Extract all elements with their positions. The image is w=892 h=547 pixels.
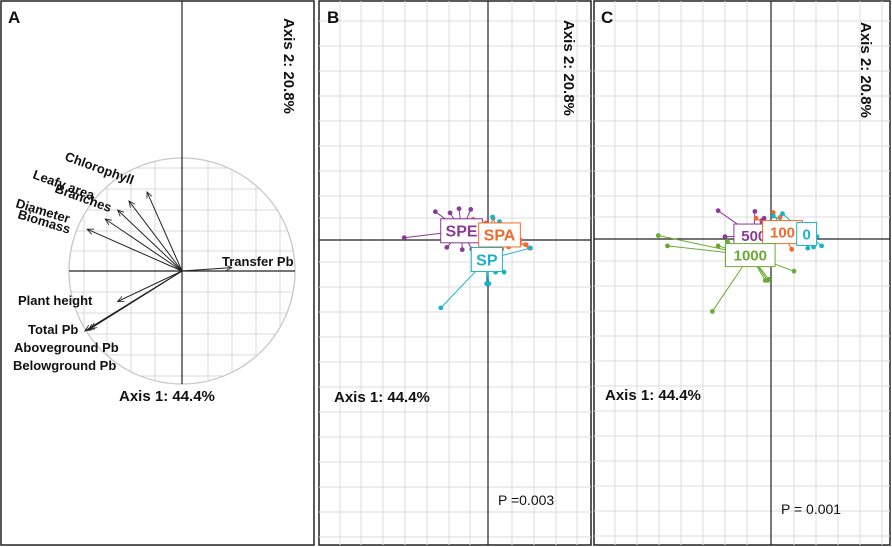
loading-arrow-diameter — [105, 219, 183, 272]
group-label-box-0 — [796, 221, 818, 246]
loading-arrow-transfer-pb — [181, 268, 232, 272]
score-point-0 — [805, 245, 811, 251]
score-point-sp — [486, 281, 492, 287]
var-label-transfer-pb: Transfer Pb — [222, 254, 294, 269]
score-point-spe — [468, 207, 474, 212]
score-point-100 — [777, 214, 783, 220]
score-point-spe — [401, 235, 407, 241]
score-point-500 — [761, 215, 767, 221]
group-label-sp: SP — [476, 252, 498, 269]
group-label-box-spe — [440, 218, 483, 244]
panel-b-y-axis-label: Axis 2: 20.8% — [560, 20, 577, 116]
score-point-spe — [459, 247, 465, 253]
score-point-1000 — [715, 243, 721, 249]
score-point-100 — [770, 210, 776, 215]
group-label-500: 500 — [741, 228, 766, 245]
panel-c-grid — [594, 1, 890, 545]
score-point-spe — [456, 206, 462, 212]
group-label-0: 0 — [802, 226, 810, 243]
panel-c-frame — [593, 0, 891, 546]
var-label-total-pb: Total Pb — [28, 322, 78, 337]
score-point-sp — [528, 245, 533, 251]
panel-b-scores: SPE SPA SP — [401, 206, 533, 311]
score-point-1000 — [665, 243, 670, 249]
panel-b: SPE SPA SP B Axis 2: 20.8% Axis 1: 44.4% P… — [318, 0, 592, 546]
loading-arrow-plant-height — [118, 270, 183, 302]
score-point-1000 — [709, 309, 715, 314]
score-point-spa — [523, 242, 529, 248]
panel-b-label: B — [327, 8, 339, 27]
group-label-100: 100 — [770, 225, 795, 242]
panel-a-x-axis-label: Axis 1: 44.4% — [119, 388, 215, 405]
panel-a: A Chlorophyll Leafy area Branches Diam — [0, 0, 315, 546]
score-point-1000 — [791, 268, 797, 274]
loading-arrow-belowground-pb — [85, 270, 183, 331]
group-label-spa: SPA — [484, 228, 516, 245]
panel-b-p-value: P =0.003 — [498, 492, 554, 508]
var-label-aboveground-pb: Aboveground Pb — [14, 340, 119, 355]
group-label-1000: 1000 — [734, 248, 767, 265]
group-label-box-spa — [478, 222, 521, 248]
score-point-1000 — [655, 233, 661, 238]
score-point-500 — [715, 208, 721, 214]
score-point-500 — [752, 209, 758, 214]
loading-arrow-branches — [118, 210, 183, 272]
score-point-0 — [770, 213, 776, 219]
score-point-sp — [438, 305, 444, 311]
loading-arrows — [85, 192, 232, 331]
score-point-1000 — [724, 238, 730, 244]
score-point-spe — [432, 209, 438, 215]
panel-a-frame — [0, 0, 315, 546]
score-point-spe — [447, 210, 453, 216]
score-point-500 — [722, 234, 728, 240]
group-label-box-1000 — [725, 243, 776, 268]
score-point-0 — [780, 211, 785, 217]
panel-c-x-axis-label: Axis 1: 44.4% — [605, 387, 701, 404]
panel-c-y-axis-label: Axis 2: 20.8% — [857, 22, 874, 118]
score-point-spe — [444, 244, 450, 250]
panel-c-p-value: P = 0.001 — [781, 501, 841, 517]
panel-b-x-axis-label: Axis 1: 44.4% — [334, 389, 430, 406]
group-label-box-sp — [470, 247, 503, 273]
panel-b-grid — [319, 1, 591, 545]
loading-arrow-biomass — [87, 228, 183, 272]
loading-arrow-chlorophyll — [146, 192, 183, 272]
score-point-100 — [789, 246, 795, 252]
panel-a-label: A — [8, 8, 20, 27]
var-label-belowground-pb: Belowground Pb — [13, 358, 116, 373]
panel-c-label: C — [601, 8, 613, 27]
panel-a-y-axis-label: Axis 2: 20.8% — [280, 18, 297, 114]
panel-b-frame — [318, 0, 592, 546]
score-point-0 — [819, 243, 824, 249]
score-point-100 — [753, 215, 759, 221]
score-point-sp — [490, 214, 495, 220]
var-label-plant-height: Plant height — [18, 293, 93, 308]
loading-arrow-leafy-area — [129, 201, 183, 272]
group-label-spe: SPE — [446, 224, 478, 241]
score-point-1000 — [766, 276, 772, 282]
